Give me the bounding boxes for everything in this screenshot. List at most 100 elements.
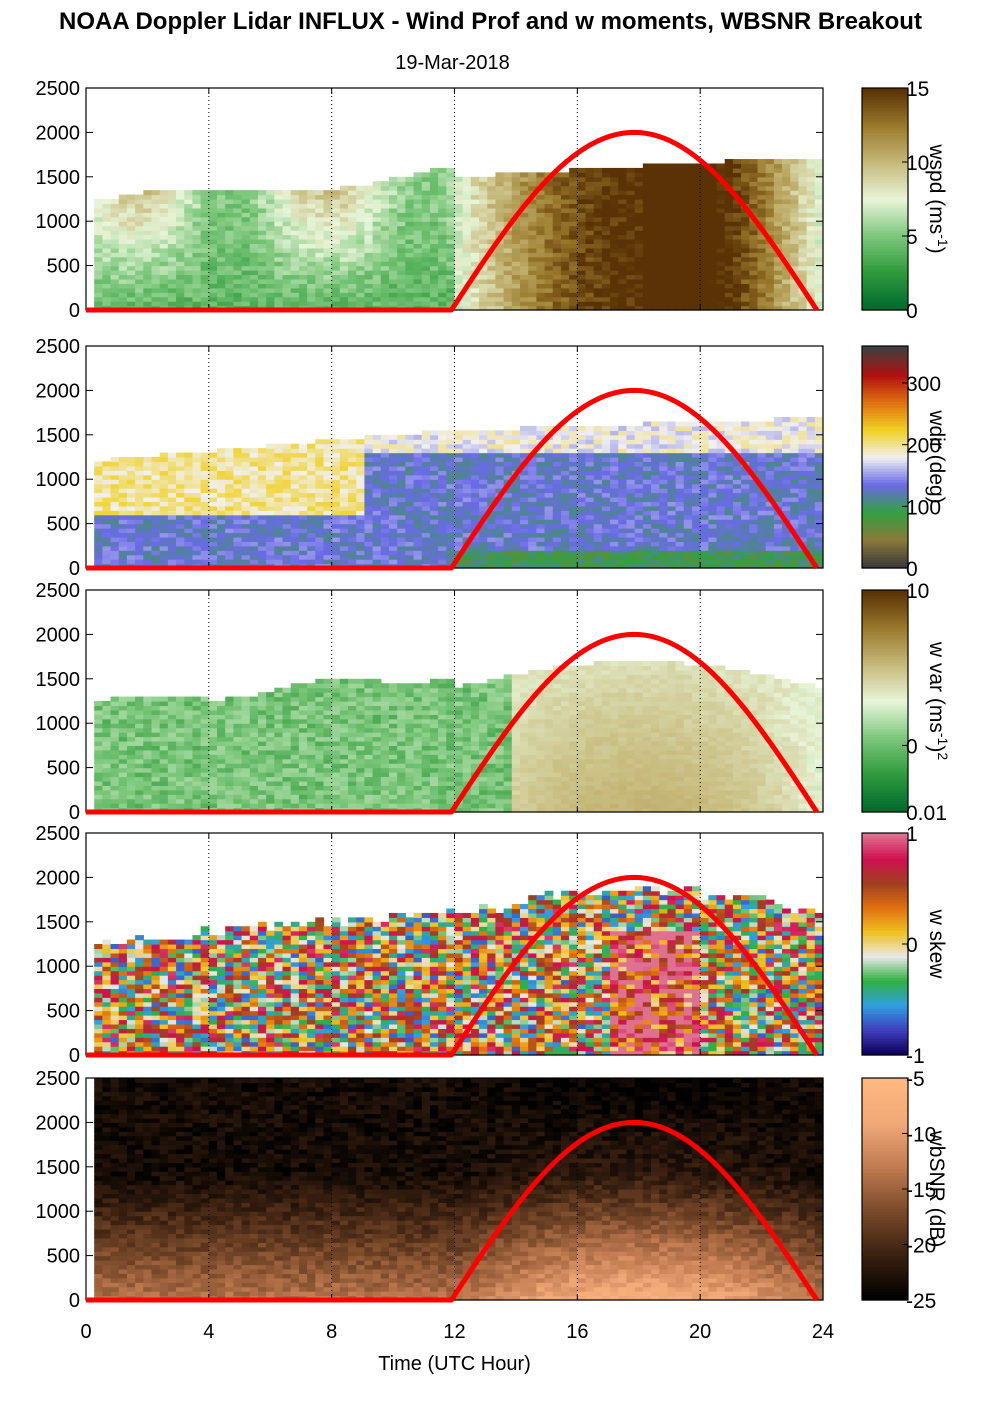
heatmap-cell bbox=[290, 278, 300, 284]
heatmap-cell bbox=[323, 492, 333, 498]
heatmap-cell bbox=[569, 243, 578, 249]
heatmap-cell bbox=[429, 541, 439, 547]
heatmap-cell bbox=[364, 474, 374, 480]
heatmap-cell bbox=[495, 199, 505, 205]
heatmap-cell bbox=[708, 261, 718, 267]
colorbar-step bbox=[862, 193, 908, 197]
heatmap-cell bbox=[724, 207, 734, 213]
heatmap-cell bbox=[315, 278, 325, 284]
heatmap-cell bbox=[569, 559, 578, 565]
heatmap-cell bbox=[593, 448, 603, 454]
heatmap-cell bbox=[790, 261, 800, 267]
heatmap-cell bbox=[167, 283, 177, 289]
heatmap-cell bbox=[741, 194, 750, 200]
heatmap-cell bbox=[159, 550, 169, 556]
heatmap-cell bbox=[208, 292, 218, 298]
heatmap-cell bbox=[741, 305, 750, 311]
heatmap-cell bbox=[683, 252, 693, 258]
heatmap-cell bbox=[274, 207, 284, 213]
heatmap-cell bbox=[274, 550, 284, 556]
heatmap-cell bbox=[626, 523, 636, 529]
heatmap-cell bbox=[339, 479, 349, 485]
heatmap-cell bbox=[757, 194, 767, 200]
heatmap-cell bbox=[634, 563, 644, 569]
heatmap-cell bbox=[241, 465, 251, 471]
heatmap-cell bbox=[741, 199, 750, 205]
heatmap-cell bbox=[716, 301, 726, 307]
heatmap-cell bbox=[814, 234, 824, 240]
heatmap-cell bbox=[192, 212, 202, 218]
heatmap-cell bbox=[667, 439, 677, 445]
heatmap-cell bbox=[814, 199, 824, 205]
heatmap-cell bbox=[429, 247, 439, 253]
heatmap-cell bbox=[577, 443, 587, 449]
heatmap-cell bbox=[446, 434, 456, 440]
heatmap-cell bbox=[282, 287, 292, 293]
heatmap-cell bbox=[397, 212, 406, 218]
heatmap-cell bbox=[520, 514, 529, 520]
heatmap-cell bbox=[364, 252, 374, 258]
heatmap-cell bbox=[388, 221, 398, 227]
heatmap-cell bbox=[642, 496, 652, 502]
heatmap-cell bbox=[495, 247, 505, 253]
heatmap-cell bbox=[241, 243, 251, 249]
heatmap-cell bbox=[151, 470, 161, 476]
heatmap-cell bbox=[651, 479, 660, 485]
heatmap-cell bbox=[708, 230, 718, 236]
heatmap-cell bbox=[577, 541, 587, 547]
heatmap-cell bbox=[667, 301, 677, 307]
heatmap-cell bbox=[454, 470, 464, 476]
heatmap-cell bbox=[798, 230, 808, 236]
heatmap-cell bbox=[503, 430, 513, 436]
heatmap-cell bbox=[470, 212, 480, 218]
heatmap-cell bbox=[118, 457, 128, 463]
heatmap-cell bbox=[585, 523, 595, 529]
heatmap-cell bbox=[675, 554, 685, 560]
heatmap-cell bbox=[372, 292, 382, 298]
heatmap-cell bbox=[552, 501, 562, 507]
heatmap-cell bbox=[552, 207, 562, 213]
heatmap-cell bbox=[454, 496, 464, 502]
colorbar-step bbox=[862, 160, 908, 164]
heatmap-cell bbox=[323, 457, 333, 463]
heatmap-cell bbox=[675, 230, 685, 236]
heatmap-cell bbox=[642, 305, 652, 311]
heatmap-cell bbox=[323, 234, 333, 240]
heatmap-cell bbox=[339, 528, 349, 534]
heatmap-cell bbox=[159, 234, 169, 240]
heatmap-cell bbox=[675, 488, 685, 494]
heatmap-cell bbox=[683, 452, 693, 458]
heatmap-cell bbox=[479, 301, 488, 307]
heatmap-cell bbox=[552, 430, 562, 436]
heatmap-cell bbox=[315, 265, 325, 271]
heatmap-cell bbox=[438, 221, 447, 227]
heatmap-cell bbox=[135, 221, 144, 227]
heatmap-cell bbox=[266, 457, 275, 463]
heatmap-cell bbox=[372, 278, 382, 284]
heatmap-cell bbox=[126, 270, 136, 276]
heatmap-cell bbox=[421, 434, 431, 440]
colorbar-step bbox=[862, 298, 908, 303]
heatmap-cell bbox=[798, 278, 808, 284]
heatmap-cell bbox=[405, 505, 415, 511]
heatmap-cell bbox=[520, 439, 529, 445]
heatmap-cell bbox=[290, 252, 300, 258]
heatmap-cell bbox=[618, 225, 628, 231]
heatmap-cell bbox=[462, 234, 472, 240]
heatmap-cell bbox=[552, 265, 562, 271]
heatmap-cell bbox=[601, 425, 611, 431]
heatmap-cell bbox=[495, 554, 505, 560]
heatmap-cell bbox=[536, 296, 546, 302]
heatmap-cell bbox=[192, 457, 202, 463]
heatmap-cell bbox=[438, 501, 447, 507]
heatmap-cell bbox=[651, 274, 660, 280]
heatmap-cell bbox=[618, 221, 628, 227]
heatmap-cell bbox=[536, 563, 546, 569]
heatmap-cell bbox=[249, 190, 259, 196]
heatmap-cell bbox=[757, 159, 767, 165]
heatmap-cell bbox=[266, 505, 275, 511]
heatmap-cell bbox=[462, 465, 472, 471]
heatmap-cell bbox=[503, 296, 513, 302]
heatmap-cell bbox=[790, 234, 800, 240]
heatmap-cell bbox=[618, 185, 628, 191]
